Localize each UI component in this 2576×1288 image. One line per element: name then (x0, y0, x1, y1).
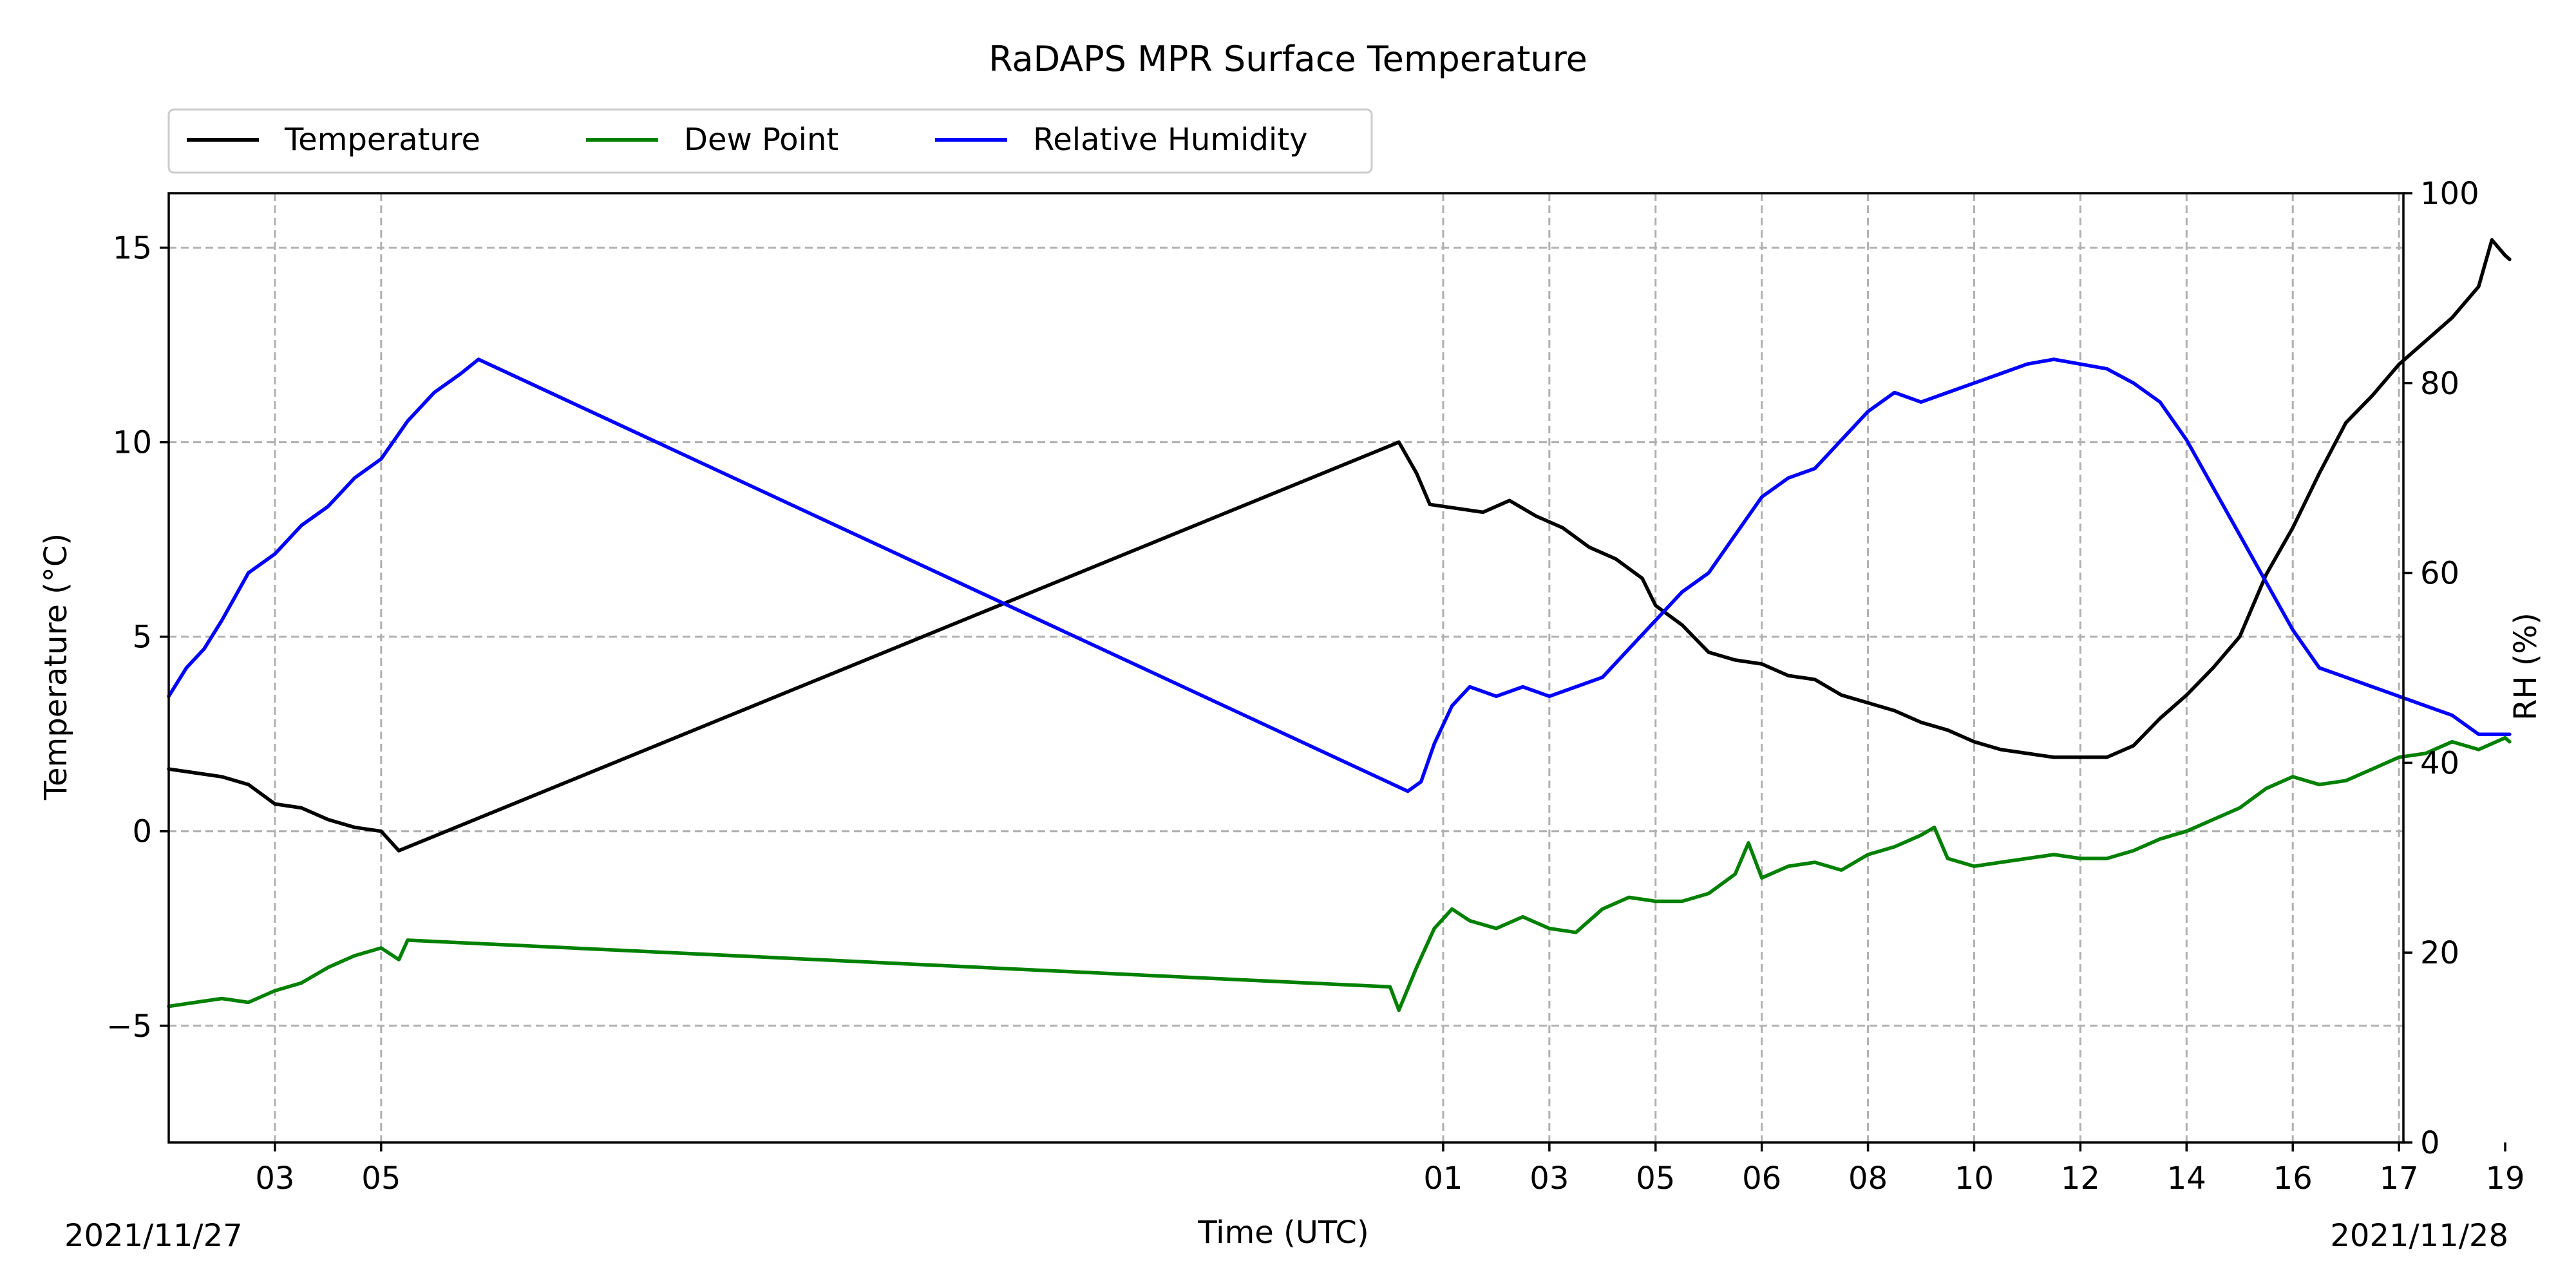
legend-label: Temperature (284, 122, 480, 158)
y-tick-label: 5 (132, 620, 152, 656)
plot-frame (167, 192, 2405, 1144)
x-tick-label: 17 (2380, 1160, 2419, 1197)
y2-tick-label: 0 (2420, 1125, 2440, 1161)
x-tick-label: 05 (361, 1160, 401, 1197)
x-axis: 03 05 01 03 05 06 08 10 12 14 16 17 19 (255, 1142, 2525, 1197)
legend: Temperature Dew Point Relative Humidity (167, 108, 1373, 174)
x-axis-label: Time (UTC) (1197, 1215, 1368, 1251)
legend-label: Relative Humidity (1033, 122, 1307, 158)
x-date-label-start: 2021/11/27 (64, 1218, 243, 1254)
y-axis-rh: 0 20 40 60 80 100 (2403, 176, 2479, 1161)
y2-tick-label: 60 (2420, 556, 2459, 592)
x-tick-label: 08 (1848, 1160, 1888, 1197)
x-tick-label: 06 (1742, 1160, 1781, 1197)
series-line-temperature (167, 238, 2512, 853)
y-axis-label-rh: RH (%) (2508, 612, 2544, 721)
x-tick-label: 03 (255, 1160, 294, 1197)
y2-tick-label: 40 (2420, 745, 2459, 781)
series-lines (167, 238, 2512, 1012)
y2-tick-label: 80 (2420, 366, 2459, 402)
x-tick-label: 10 (1955, 1160, 1994, 1197)
y2-tick-label: 100 (2420, 176, 2479, 212)
y-tick-label: −5 (106, 1009, 152, 1045)
x-date-label-end: 2021/11/28 (2330, 1218, 2508, 1254)
legend-item-dew-point: Dew Point (586, 122, 838, 158)
y2-tick-label: 20 (2420, 935, 2459, 971)
series-line-dew-point (167, 735, 2512, 1012)
legend-item-temperature: Temperature (187, 122, 480, 158)
legend-frame (167, 108, 1373, 174)
y-tick-label: 10 (113, 425, 152, 461)
x-tick-label: 14 (2167, 1160, 2206, 1197)
chart-title: RaDAPS MPR Surface Temperature (989, 39, 1587, 79)
y-axis-temperature: −5 0 5 10 15 (106, 231, 169, 1045)
legend-item-relative-humidity: Relative Humidity (935, 122, 1307, 158)
x-tick-label: 03 (1530, 1160, 1569, 1197)
y-tick-label: 0 (132, 814, 152, 850)
series-line-relative-humidity (167, 357, 2512, 793)
grid-lines (169, 193, 2403, 1142)
y-axis-label-temperature: Temperature (°C) (38, 533, 74, 800)
x-tick-label: 19 (2486, 1160, 2525, 1197)
x-tick-label: 12 (2061, 1160, 2100, 1197)
x-tick-label: 01 (1423, 1160, 1463, 1197)
x-tick-label: 16 (2273, 1160, 2313, 1197)
x-tick-label: 05 (1636, 1160, 1675, 1197)
y-tick-label: 15 (113, 231, 152, 267)
legend-label: Dew Point (684, 122, 838, 158)
